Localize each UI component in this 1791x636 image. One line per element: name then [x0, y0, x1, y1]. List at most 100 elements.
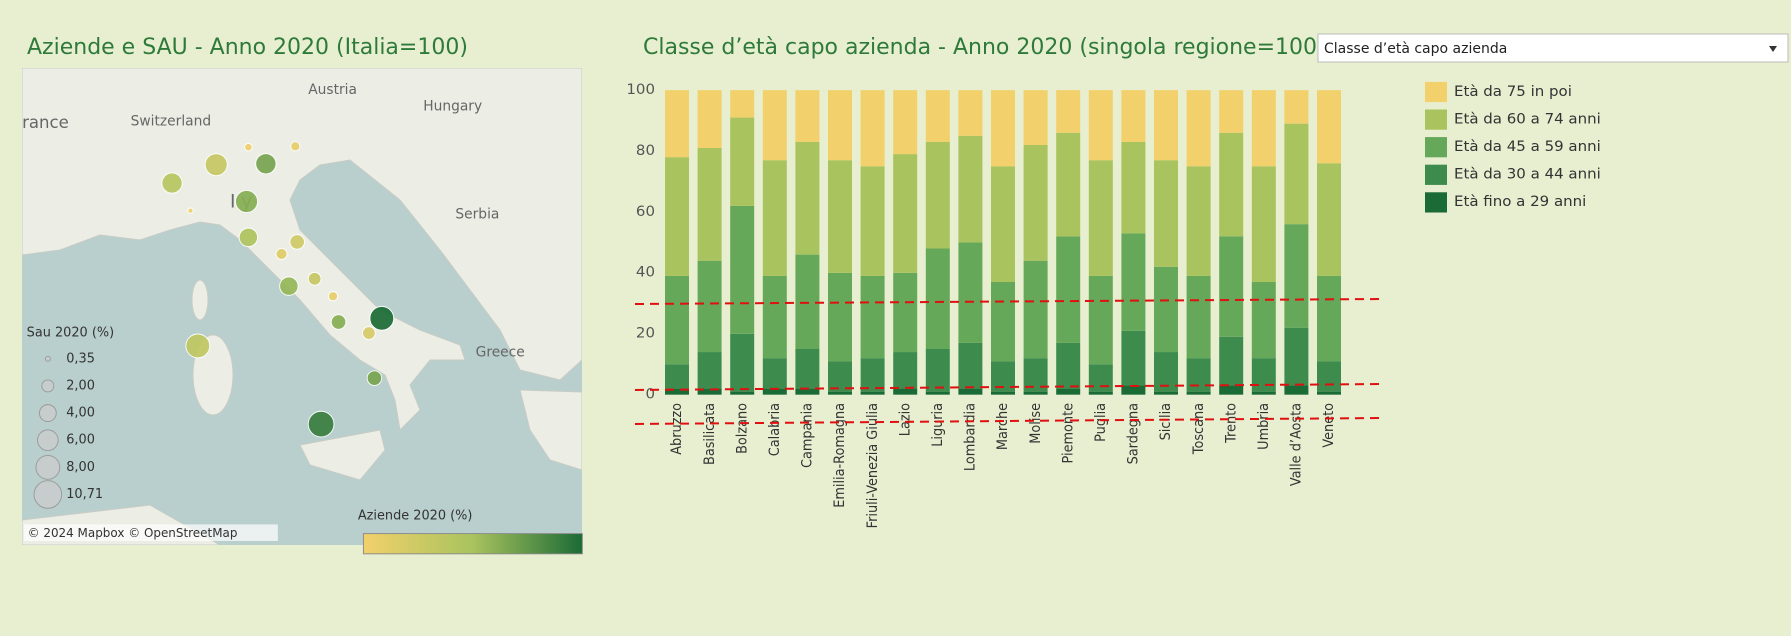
- bar-segment: [1219, 90, 1244, 133]
- bar-segment: [991, 282, 1015, 362]
- x-tick-label: Friuli-Venezia Giulia: [865, 403, 881, 528]
- bar-segment: [1154, 391, 1178, 395]
- bar-segment: [730, 205, 755, 334]
- bar-segment: [1121, 385, 1146, 395]
- bar-segment: [893, 272, 918, 353]
- size-legend-label: 4,00: [66, 406, 95, 421]
- bubble: [244, 142, 253, 152]
- size-legend-label: 0,35: [66, 351, 95, 366]
- bar-segment: [860, 275, 885, 359]
- bar-segment: [697, 148, 722, 261]
- bar-segment: [828, 272, 852, 362]
- dropdown-label[interactable]: Classe d’età capo azienda: [1324, 41, 1507, 57]
- chart-title: Classe d’età capo azienda - Anno 2020 (s…: [643, 35, 1326, 60]
- x-tick-label: Valle d’Aosta: [1289, 403, 1305, 486]
- bubble: [307, 410, 335, 438]
- bubble: [238, 227, 259, 248]
- bar-segment: [1088, 160, 1113, 276]
- bar-segment: [1317, 391, 1341, 395]
- bar-segment: [1284, 385, 1309, 395]
- bar-segment: [828, 361, 852, 392]
- x-tick-label: Molise: [1028, 403, 1044, 444]
- x-tick-label: Piemonte: [1061, 403, 1077, 463]
- island: [299, 429, 386, 481]
- bar-segment: [1056, 132, 1081, 237]
- bar-segment: [762, 388, 787, 395]
- bar-segment: [1219, 336, 1244, 386]
- bar-segment: [1154, 266, 1178, 353]
- bar-segment: [697, 352, 722, 389]
- bar-segment: [730, 117, 755, 206]
- bar-segment: [665, 388, 689, 395]
- bar-segment: [893, 352, 918, 389]
- bar-segment: [795, 388, 820, 395]
- bubble: [235, 189, 259, 214]
- bar-segment: [1121, 330, 1146, 386]
- bar-segment: [1056, 236, 1081, 343]
- size-legend-circle: [41, 379, 55, 393]
- bar-segment: [1023, 144, 1048, 261]
- bar-segment: [1023, 90, 1048, 145]
- map-title: Aziende e SAU - Anno 2020 (Italia=100): [27, 35, 468, 60]
- bar-segment: [893, 154, 918, 273]
- bar-segment: [665, 275, 689, 365]
- bar-segment: [1251, 358, 1276, 392]
- x-tick-label: Sicilia: [1159, 403, 1175, 440]
- legend-swatch: [1425, 164, 1447, 185]
- bar-segment: [1317, 275, 1341, 362]
- bubble: [289, 234, 305, 250]
- bar-segment: [1284, 90, 1309, 124]
- bar-segment: [1088, 275, 1113, 365]
- bar-segment: [762, 358, 787, 389]
- size-legend-label: 10,71: [66, 487, 103, 502]
- bar-layer: 0 20 40 60 80 100 Abruzzo Basilicata Bolzano Cala…: [626, 81, 1601, 528]
- legend-label: Età da 45 a 59 anni: [1454, 140, 1601, 155]
- dropdown-arrow[interactable]: [1769, 46, 1777, 52]
- x-tick-label: Liguria: [931, 403, 947, 447]
- bubble: [204, 153, 228, 177]
- place-label: rance: [22, 113, 69, 132]
- land: [22, 68, 582, 432]
- bar-segment: [1121, 90, 1146, 142]
- bar-segment: [1219, 132, 1244, 237]
- legend-swatch: [1425, 109, 1447, 130]
- x-tick-label: Sardegna: [1126, 403, 1142, 464]
- x-tick-label: Toscana: [1191, 403, 1207, 455]
- y-tick-label: 60: [636, 204, 655, 219]
- bubble: [187, 207, 194, 214]
- bar-segment: [1317, 361, 1341, 392]
- bar-segment: [1056, 388, 1081, 395]
- bar-segment: [1251, 166, 1276, 283]
- bar-segment: [1284, 224, 1309, 328]
- bar-segment: [1186, 391, 1211, 395]
- map: [22, 68, 582, 545]
- dropdown[interactable]: Classe d’età capo azienda: [1317, 33, 1789, 63]
- size-legend-label: 8,00: [66, 460, 95, 475]
- attribution: © 2024 Mapbox © OpenStreetMap: [28, 526, 238, 540]
- bar-segment: [1186, 358, 1211, 392]
- dropdown-box[interactable]: [1317, 33, 1789, 63]
- bubble: [279, 276, 299, 296]
- bar-segment: [1317, 163, 1341, 276]
- size-legend-label: 2,00: [66, 378, 95, 393]
- x-tick-label: Calabria: [768, 403, 784, 456]
- bar-segment: [795, 90, 820, 142]
- bar-segment: [697, 90, 722, 149]
- bar-segment: [730, 90, 755, 118]
- x-tick-label: Veneto: [1322, 403, 1338, 448]
- bar-segment: [958, 90, 983, 136]
- bar-segment: [762, 160, 787, 276]
- bar-segment: [925, 141, 950, 249]
- color-legend-title: Aziende 2020 (%): [358, 509, 473, 524]
- bar-segment: [925, 391, 950, 395]
- bubble: [255, 153, 277, 175]
- bar-segment: [828, 391, 852, 395]
- bar-segment: [762, 90, 787, 161]
- x-tick-label: Emilia-Romagna: [833, 403, 849, 508]
- bar-segment: [860, 90, 885, 167]
- island: [191, 279, 209, 321]
- x-tick-label: Lombardia: [963, 403, 979, 471]
- bar-segment: [893, 388, 918, 395]
- bar-segment: [828, 90, 852, 161]
